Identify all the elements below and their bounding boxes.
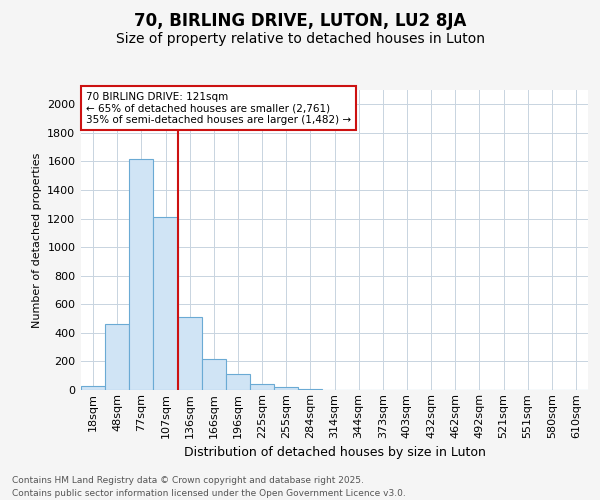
X-axis label: Distribution of detached houses by size in Luton: Distribution of detached houses by size …: [184, 446, 485, 459]
Bar: [129, 158, 154, 390]
Bar: [226, 374, 250, 390]
Text: Contains HM Land Registry data © Crown copyright and database right 2025.: Contains HM Land Registry data © Crown c…: [12, 476, 364, 485]
Text: 70 BIRLING DRIVE: 121sqm
← 65% of detached houses are smaller (2,761)
35% of sem: 70 BIRLING DRIVE: 121sqm ← 65% of detach…: [86, 92, 351, 124]
Bar: [154, 217, 178, 390]
Bar: [105, 324, 129, 390]
Text: Size of property relative to detached houses in Luton: Size of property relative to detached ho…: [115, 32, 485, 46]
Text: 70, BIRLING DRIVE, LUTON, LU2 8JA: 70, BIRLING DRIVE, LUTON, LU2 8JA: [134, 12, 466, 30]
Bar: [250, 384, 274, 390]
Y-axis label: Number of detached properties: Number of detached properties: [32, 152, 42, 328]
Bar: [202, 358, 226, 390]
Bar: [274, 387, 298, 390]
Text: Contains public sector information licensed under the Open Government Licence v3: Contains public sector information licen…: [12, 489, 406, 498]
Bar: [81, 386, 105, 390]
Bar: [178, 317, 202, 390]
